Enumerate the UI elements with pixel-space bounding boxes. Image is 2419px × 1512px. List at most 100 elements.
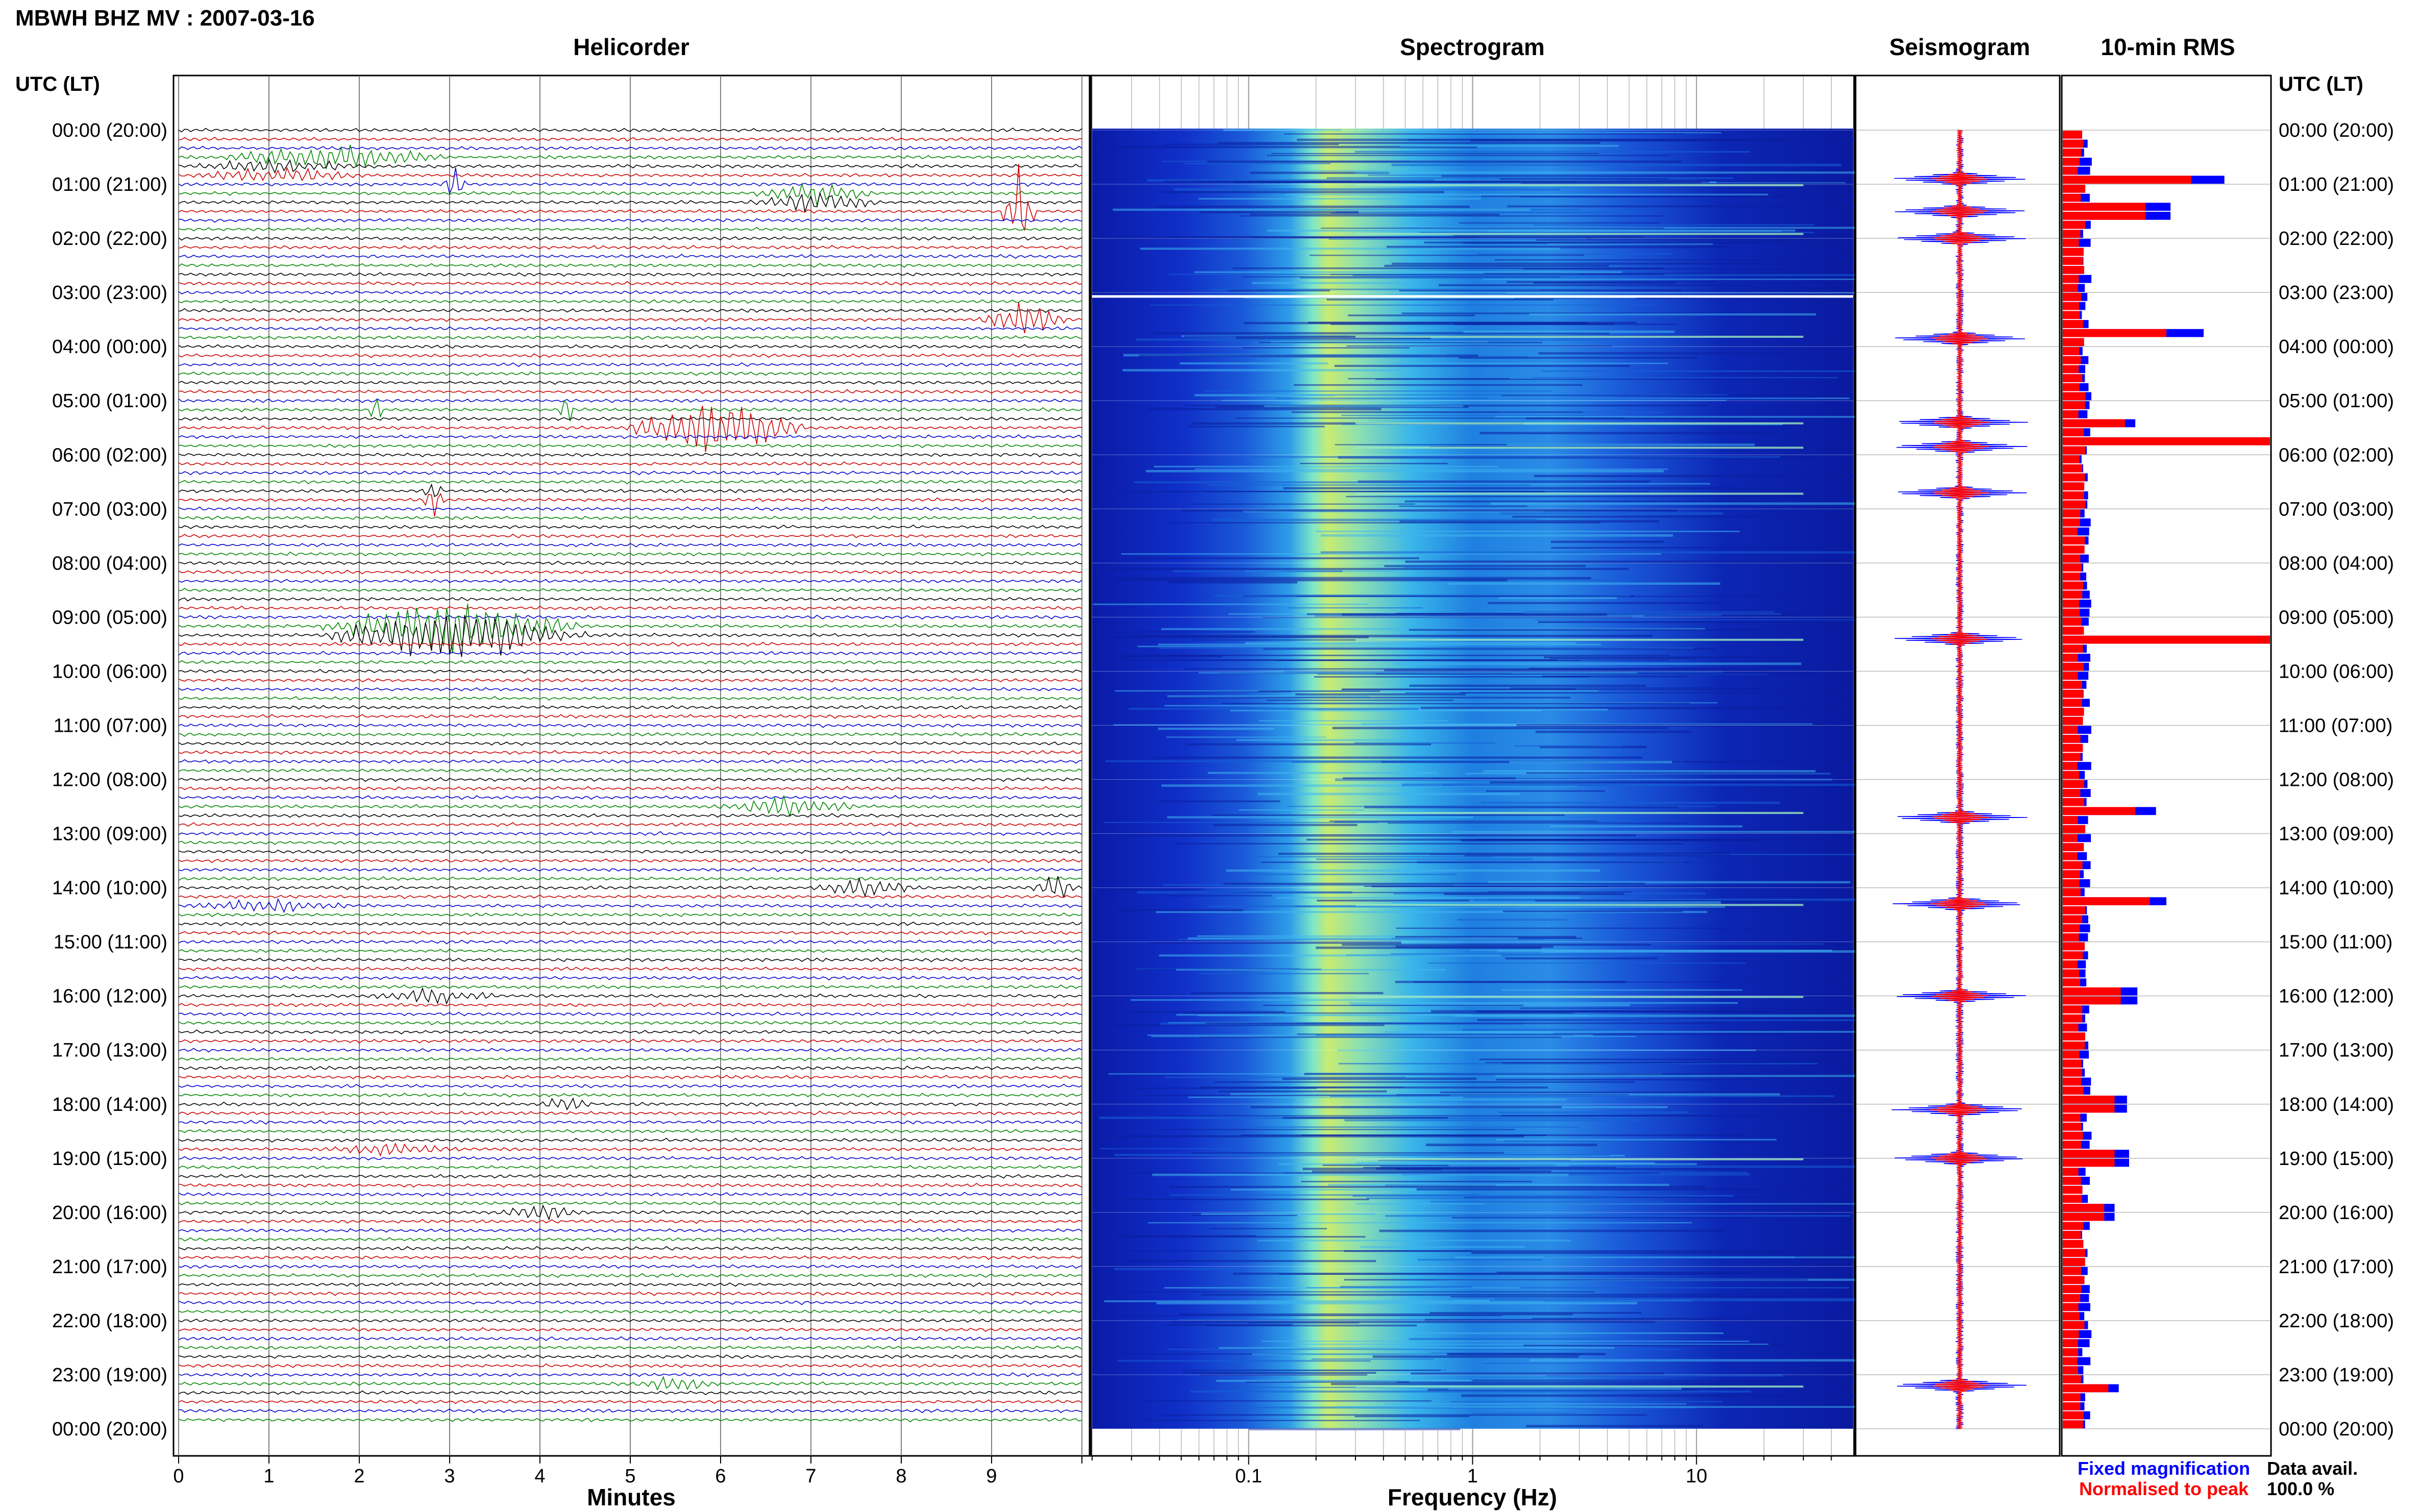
spectrogram-streak: [1193, 639, 1434, 641]
rms-bar-normalised: [2063, 735, 2081, 743]
frequency-axis: 0.1 1 10: [1092, 1456, 1832, 1487]
helicorder-trace-row: [178, 1065, 1082, 1071]
minute-tick-label: 5: [625, 1466, 635, 1487]
spectrogram-streak: [1323, 1164, 1556, 1166]
spectrogram-streak: [1159, 954, 1501, 957]
spectrogram-streak: [1102, 1315, 1502, 1317]
helicorder-trace-row: [178, 1318, 1082, 1323]
spectrogram-streak: [1321, 228, 1665, 229]
helicorder-trace-row: [178, 930, 1082, 935]
spectrogram-streak: [1514, 296, 1998, 300]
spectrogram-streak: [1340, 1285, 1472, 1288]
spectrogram-streak: [1163, 143, 1339, 145]
spectrogram-streak: [1461, 839, 1764, 842]
spectrogram-streak: [1427, 1389, 1699, 1392]
spectrogram-streak: [1376, 1168, 1520, 1170]
spectrogram-streak: [1258, 720, 1449, 722]
helicorder-trace-row: [178, 533, 1082, 538]
spectrogram-streak: [1174, 188, 1561, 191]
rms-bar-normalised: [2063, 1384, 2109, 1393]
spectrogram-streak: [1528, 667, 2013, 670]
spectrogram-streak: [1244, 297, 1636, 299]
spectrogram-streak: [1219, 1347, 1615, 1349]
rms-bar-normalised: [2063, 1023, 2079, 1032]
spectrogram-streak: [1121, 1198, 1369, 1201]
spectrogram-streak: [1304, 1073, 1863, 1075]
spectrogram-streak: [1158, 647, 1694, 649]
rms-bar-normalised: [2063, 1123, 2082, 1131]
helicorder-trace-row: [178, 1038, 1082, 1044]
spectrogram-streak: [1239, 215, 1664, 217]
spectrogram-event-line: [1355, 447, 1804, 449]
spectrogram-streak: [1242, 276, 1561, 278]
spectrogram-streak: [1162, 1115, 1710, 1117]
spectrogram-streak: [1113, 208, 1531, 211]
seismogram-title: Seismogram: [1889, 34, 2030, 60]
spectrogram-streak: [1248, 1428, 1461, 1430]
helicorder-trace-row: [178, 1083, 1082, 1089]
spectrogram-streak: [1118, 1360, 1371, 1362]
spectrogram-streak: [1165, 697, 1571, 699]
rms-bar-normalised: [2063, 464, 2082, 473]
spectrogram-streak: [1399, 289, 1682, 291]
helicorder-trace-row: [178, 308, 1082, 313]
spectrogram-event-line: [1355, 996, 1804, 998]
spectrogram-streak: [1399, 483, 1711, 485]
spectrogram-streak: [1186, 743, 1431, 746]
spectrogram-streak: [1168, 581, 1298, 584]
spectrogram-streak: [1130, 999, 1419, 1001]
spectrogram-streak: [1534, 282, 1675, 284]
rms-bar-normalised: [2063, 879, 2080, 887]
time-label-left: 18:00 (14:00): [52, 1094, 167, 1116]
spectrogram-streak: [1293, 170, 1397, 171]
helicorder-trace-row: [178, 1164, 1082, 1170]
legend-fixed-magnification: Fixed magnification: [2078, 1458, 2250, 1479]
spectrogram-streak: [1250, 874, 1458, 875]
spectrogram-streak: [1153, 756, 1643, 759]
spectrogram-streak: [1188, 937, 1518, 940]
helicorder-trace-row: [179, 1237, 1082, 1242]
spectrogram-streak: [1529, 1359, 1990, 1362]
rms-bar-normalised: [2063, 1294, 2081, 1302]
spectrogram-streak: [1550, 540, 1664, 543]
helicorder-trace-row: [178, 144, 1082, 169]
time-label-right: 08:00 (04:00): [2279, 553, 2394, 574]
spectrogram-streak: [1348, 314, 1475, 316]
rms-bar-normalised: [2063, 1069, 2082, 1077]
spectrogram-streak: [1122, 369, 1405, 371]
spectrogram-streak: [1494, 1298, 1964, 1300]
rms-bar-normalised: [2063, 1267, 2082, 1275]
helicorder-trace-row: [178, 552, 1082, 557]
helicorder-trace-row: [178, 651, 1082, 656]
spectrogram-streak: [1342, 613, 1608, 616]
spectrogram-streak: [1150, 304, 1653, 306]
spectrogram-streak: [1496, 1079, 1757, 1081]
spectrogram-streak: [1355, 171, 1899, 174]
spectrogram-streak: [1148, 654, 1670, 656]
helicorder-trace-row: [178, 668, 1082, 674]
spectrogram-streak: [1409, 684, 1646, 687]
spectrogram-streak: [1184, 1012, 1573, 1014]
spectrogram-streak: [1302, 1168, 1442, 1171]
seismogram-trace: [1891, 130, 2028, 1429]
rms-bar-normalised: [2063, 220, 2086, 229]
time-label-left: 13:00 (09:00): [52, 824, 167, 845]
spectrogram-streak: [1105, 834, 1636, 837]
spectrogram-streak: [1317, 899, 1470, 902]
spectrogram-streak: [1346, 345, 1613, 347]
spectrogram-streak: [1214, 1081, 1635, 1083]
spectrogram-streak: [1489, 1299, 1883, 1302]
helicorder-trace-row: [178, 1120, 1082, 1125]
rms-title: 10-min RMS: [2101, 34, 2235, 60]
helicorder-trace-row: [178, 1002, 1082, 1007]
spectrogram-streak: [1516, 724, 1824, 727]
spectrogram-streak: [1442, 783, 1934, 786]
time-label-right: 11:00 (07:00): [2279, 715, 2392, 736]
spectrogram-streak: [1448, 1387, 1682, 1390]
spectrogram-streak: [1338, 1049, 1756, 1051]
spectrogram-streak: [1490, 781, 1763, 784]
rms-bar-normalised: [2063, 275, 2079, 283]
rms-bar-normalised: [2063, 1032, 2085, 1041]
seismogram-frame: [1855, 75, 2061, 1457]
helicorder-trace-row: [178, 605, 1082, 611]
